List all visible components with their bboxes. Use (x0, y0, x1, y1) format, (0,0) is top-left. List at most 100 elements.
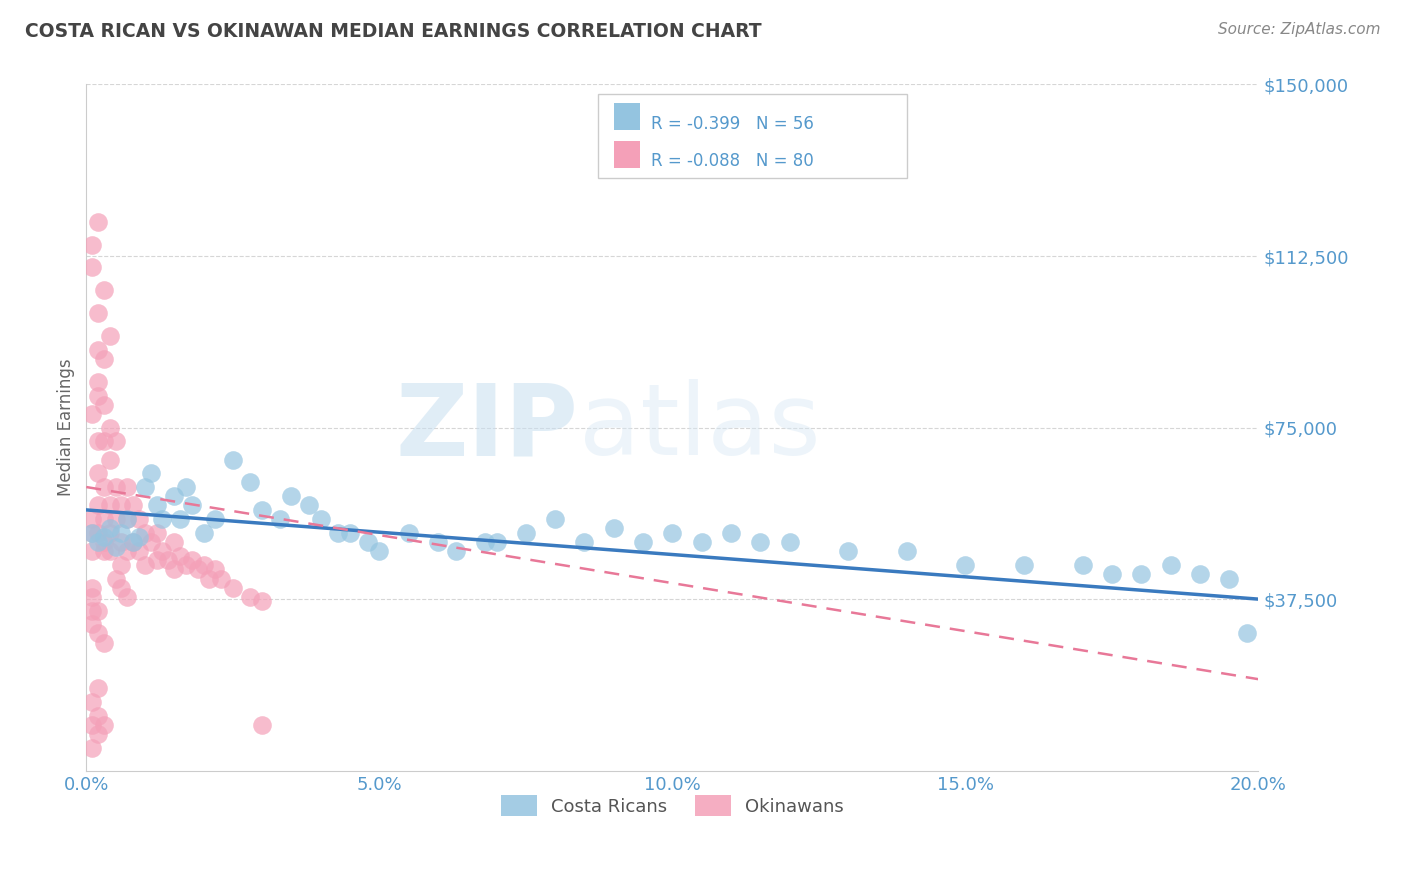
Point (82, 237, 104, 252)
Point (82, 260, 104, 275)
Point (1071, 558, 1094, 572)
Point (104, 480, 127, 494)
Point (117, 544, 139, 558)
Point (117, 512, 139, 526)
Point (93, 480, 115, 494)
Point (193, 525, 215, 540)
Point (239, 590, 262, 604)
Point (328, 525, 350, 540)
Point (1236, 626, 1258, 640)
Point (87, 727, 110, 741)
Point (128, 512, 150, 526)
Point (122, 535, 145, 549)
Text: Source: ZipAtlas.com: Source: ZipAtlas.com (1218, 22, 1381, 37)
Point (1101, 566, 1123, 581)
Point (93, 283, 115, 297)
Point (110, 581, 132, 595)
Point (98, 544, 121, 558)
Point (134, 558, 156, 572)
Point (574, 535, 596, 549)
Point (239, 475, 262, 490)
Point (87, 535, 110, 549)
Point (87, 681, 110, 696)
Point (87, 626, 110, 640)
Point (544, 512, 567, 526)
Point (474, 535, 496, 549)
Point (93, 718, 115, 732)
Point (104, 512, 127, 526)
Point (87, 603, 110, 617)
Point (93, 512, 115, 526)
Point (87, 525, 110, 540)
Point (749, 535, 772, 549)
Point (82, 581, 104, 595)
Point (157, 553, 180, 567)
Point (280, 489, 302, 503)
Point (163, 562, 186, 576)
Point (87, 434, 110, 449)
Point (180, 499, 202, 513)
Point (174, 480, 197, 494)
Point (169, 512, 191, 526)
Point (82, 544, 104, 558)
Point (128, 544, 150, 558)
Point (82, 718, 104, 732)
Text: COSTA RICAN VS OKINAWAN MEDIAN EARNINGS CORRELATION CHART: COSTA RICAN VS OKINAWAN MEDIAN EARNINGS … (25, 22, 762, 41)
Point (128, 530, 150, 544)
Point (110, 525, 132, 540)
Point (204, 562, 226, 576)
Point (690, 535, 713, 549)
Point (98, 329, 121, 343)
Point (87, 306, 110, 320)
Point (117, 512, 139, 526)
Point (82, 590, 104, 604)
Point (896, 544, 918, 558)
Point (104, 434, 127, 449)
Y-axis label: Median Earnings: Median Earnings (58, 359, 75, 496)
Point (661, 525, 683, 540)
Point (339, 525, 361, 540)
Point (515, 525, 537, 540)
Point (193, 558, 215, 572)
Point (222, 581, 245, 595)
Point (87, 215, 110, 229)
Point (145, 499, 167, 513)
Point (82, 525, 104, 540)
Point (87, 375, 110, 389)
Point (145, 553, 167, 567)
Point (1130, 566, 1153, 581)
Text: R = -0.399   N = 56: R = -0.399 N = 56 (651, 115, 814, 133)
Point (250, 594, 273, 608)
Point (82, 617, 104, 632)
Point (87, 343, 110, 357)
Point (87, 708, 110, 723)
Point (198, 572, 221, 586)
Point (93, 434, 115, 449)
Point (163, 489, 186, 503)
Point (82, 740, 104, 755)
Point (269, 512, 291, 526)
Point (82, 695, 104, 709)
Point (250, 503, 273, 517)
Point (134, 480, 156, 494)
Point (720, 525, 742, 540)
Text: R = -0.088   N = 80: R = -0.088 N = 80 (651, 153, 814, 170)
Point (204, 512, 226, 526)
Point (209, 572, 232, 586)
Point (169, 549, 191, 563)
Point (87, 499, 110, 513)
Point (152, 544, 174, 558)
Point (180, 553, 202, 567)
Point (250, 718, 273, 732)
Point (368, 544, 391, 558)
Text: atlas: atlas (579, 379, 820, 476)
Point (779, 535, 801, 549)
Point (222, 452, 245, 467)
Point (1160, 558, 1182, 572)
Point (98, 452, 121, 467)
Point (93, 544, 115, 558)
Point (104, 540, 127, 554)
Point (82, 525, 104, 540)
Point (152, 512, 174, 526)
Point (110, 558, 132, 572)
